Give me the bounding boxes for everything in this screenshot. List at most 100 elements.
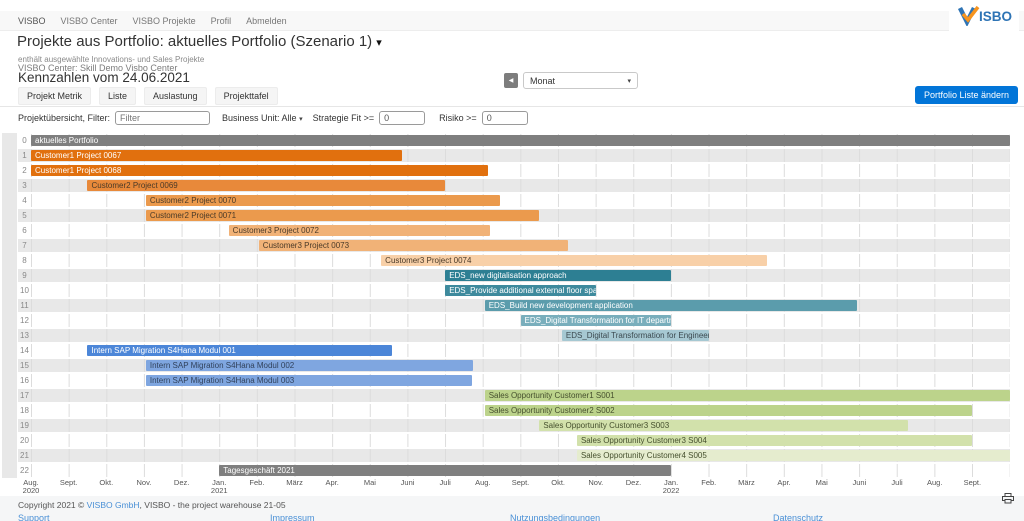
- row-number: 3: [18, 179, 31, 192]
- tab-auslastung[interactable]: Auslastung: [144, 87, 207, 105]
- row-number: 4: [18, 194, 31, 207]
- navbar-brand[interactable]: VISBO: [18, 15, 46, 26]
- nav-item-visbo-center[interactable]: VISBO Center: [60, 15, 118, 26]
- tab-liste[interactable]: Liste: [99, 87, 137, 105]
- visbo-center-label: VISBO Center: Skill Demo Visbo Center: [18, 63, 178, 73]
- title-caret-icon[interactable]: ▾: [376, 37, 382, 49]
- gantt-bar[interactable]: Sales Opportunity Customer1 S001: [484, 390, 1010, 401]
- axis-month-label: März: [286, 478, 303, 487]
- gantt-bar[interactable]: EDS_Provide additional external floor sp…: [445, 285, 596, 296]
- row-number: 19: [18, 419, 31, 432]
- axis-month-label: März: [738, 478, 755, 487]
- row-number: 9: [18, 269, 31, 282]
- row-number: 16: [18, 374, 31, 387]
- gantt-bar[interactable]: Sales Opportunity Customer3 S003: [539, 420, 909, 431]
- chevron-down-icon: ▾: [627, 77, 631, 85]
- row-number: 21: [18, 449, 31, 462]
- footer-link-impressum[interactable]: Impressum: [270, 513, 315, 521]
- gantt-bar[interactable]: aktuelles Portfolio: [31, 135, 1010, 146]
- footer-link-nutzungsbedingungen[interactable]: Nutzungsbedingungen: [510, 513, 601, 521]
- gantt-bar[interactable]: Customer2 Project 0071: [145, 210, 540, 221]
- gantt-bar[interactable]: Customer2 Project 0070: [145, 195, 500, 206]
- gantt-row-track: Customer1 Project 0068: [31, 164, 1010, 177]
- axis-month-label: Juli: [891, 478, 903, 487]
- gantt-row-track: Customer2 Project 0071: [31, 209, 1010, 222]
- footer-links: Support Impressum Nutzungsbedingungen Da…: [0, 513, 1024, 521]
- risiko-input[interactable]: [481, 111, 528, 125]
- risiko-label: Risiko >=: [439, 113, 477, 123]
- gantt-row: 0 aktuelles Portfolio: [18, 133, 1010, 148]
- filter-label: Projektübersicht, Filter:: [18, 113, 111, 123]
- caret-down-icon: ▾: [299, 116, 303, 123]
- gantt-row-track: aktuelles Portfolio: [31, 134, 1010, 147]
- row-number: 5: [18, 209, 31, 222]
- gantt-bar[interactable]: Customer2 Project 0069: [87, 180, 446, 191]
- gantt-bar[interactable]: Intern SAP Migration S4Hana Modul 003: [145, 375, 472, 386]
- tab-projekt-metrik[interactable]: Projekt Metrik: [18, 87, 92, 105]
- gantt-row: 16 Intern SAP Migration S4Hana Modul 003: [18, 373, 1010, 388]
- nav-item-abmelden[interactable]: Abmelden: [246, 15, 287, 26]
- print-button[interactable]: [1002, 491, 1014, 509]
- tab-projekttafel[interactable]: Projekttafel: [214, 87, 278, 105]
- axis-month-label: Nov.: [136, 478, 152, 487]
- gantt-row: 8 Customer3 Project 0074: [18, 253, 1010, 268]
- row-number: 12: [18, 314, 31, 327]
- gantt-bar[interactable]: Intern SAP Migration S4Hana Modul 002: [145, 360, 474, 371]
- axis-month-label: Feb.: [701, 478, 717, 487]
- gantt-row: 1 Customer1 Project 0067: [18, 148, 1010, 163]
- page-title[interactable]: Projekte aus Portfolio: aktuelles Portfo…: [17, 33, 382, 50]
- filter-bar: Projektübersicht, Filter: Business Unit:…: [18, 111, 542, 125]
- axis-month-label: Dez.: [625, 478, 642, 487]
- gantt-bar[interactable]: EDS_Build new development application: [484, 300, 858, 311]
- gantt-row-track: Intern SAP Migration S4Hana Modul 002: [31, 359, 1010, 372]
- kennzahlen-heading: Kennzahlen vom 24.06.2021: [18, 70, 190, 85]
- period-select[interactable]: Monat ▾: [523, 72, 638, 89]
- gantt-bar[interactable]: Intern SAP Migration S4Hana Modul 001: [87, 345, 393, 356]
- axis-month-label: Sept.: [511, 478, 530, 487]
- gantt-row: 22 Tagesgeschäft 2021: [18, 463, 1010, 478]
- view-tabs: Projekt Metrik Liste Auslastung Projektt…: [18, 87, 278, 105]
- axis-month-label: Okt.: [551, 478, 566, 487]
- nav-item-profil[interactable]: Profil: [210, 15, 232, 26]
- footer-link-support[interactable]: Support: [18, 513, 50, 521]
- gantt-bar[interactable]: Customer1 Project 0067: [31, 150, 402, 161]
- gantt-bar[interactable]: EDS_Digital Transformation for IT depart…: [520, 315, 672, 326]
- gantt-row-track: Sales Opportunity Customer1 S001: [31, 389, 1010, 402]
- gantt-row-track: Intern SAP Migration S4Hana Modul 003: [31, 374, 1010, 387]
- gantt-bar[interactable]: Customer3 Project 0072: [228, 225, 491, 236]
- portfolio-liste-aendern-button[interactable]: Portfolio Liste ändern: [914, 86, 1018, 104]
- gantt-row-track: Sales Opportunity Customer3 S003: [31, 419, 1010, 432]
- gantt-row: 13 EDS_Digital Transformation for Enginee…: [18, 328, 1010, 343]
- gantt-bar[interactable]: Sales Opportunity Customer2 S002: [484, 405, 973, 416]
- gantt-row: 4 Customer2 Project 0070: [18, 193, 1010, 208]
- axis-month-label: Mai: [815, 478, 828, 487]
- strategie-fit-input[interactable]: [379, 111, 426, 125]
- gantt-bar[interactable]: Sales Opportunity Customer4 S005: [576, 450, 1010, 461]
- visbo-gmbh-link[interactable]: VISBO GmbH: [86, 500, 140, 510]
- gantt-row-track: Customer3 Project 0073: [31, 239, 1010, 252]
- gantt-row-track: EDS_new digitalisation approach: [31, 269, 1010, 282]
- gantt-row: 20 Sales Opportunity Customer3 S004: [18, 433, 1010, 448]
- left-arrow-icon: ◀: [508, 78, 514, 84]
- prev-period-button[interactable]: ◀: [504, 73, 518, 88]
- filter-input[interactable]: [115, 111, 211, 125]
- gantt-row: 9 EDS_new digitalisation approach: [18, 268, 1010, 283]
- gantt-bar[interactable]: Tagesgeschäft 2021: [219, 465, 672, 476]
- nav-item-visbo-projekte[interactable]: VISBO Projekte: [132, 15, 196, 26]
- business-unit-dropdown[interactable]: Business Unit: Alle ▾: [222, 113, 303, 123]
- gantt-row: 7 Customer3 Project 0073: [18, 238, 1010, 253]
- gantt-bar[interactable]: Customer3 Project 0073: [258, 240, 568, 251]
- gantt-row-track: Sales Opportunity Customer3 S004: [31, 434, 1010, 447]
- gantt-bar[interactable]: EDS_new digitalisation approach: [445, 270, 672, 281]
- footer-link-datenschutz[interactable]: Datenschutz: [773, 513, 824, 521]
- row-number: 11: [18, 299, 31, 312]
- gantt-bar[interactable]: Customer1 Project 0068: [31, 165, 489, 176]
- axis-month-label: Apr.: [777, 478, 791, 487]
- gantt-bar[interactable]: EDS_Digital Transformation for Engineeri…: [561, 330, 709, 341]
- gantt-bar[interactable]: Customer3 Project 0074: [381, 255, 768, 266]
- gantt-row-track: EDS_Digital Transformation for IT depart…: [31, 314, 1010, 327]
- gantt-row: 15 Intern SAP Migration S4Hana Modul 002: [18, 358, 1010, 373]
- axis-month-label: Aug.: [926, 478, 943, 487]
- gantt-bar[interactable]: Sales Opportunity Customer3 S004: [576, 435, 973, 446]
- copyright-prefix: Copyright 2021 ©: [18, 500, 87, 510]
